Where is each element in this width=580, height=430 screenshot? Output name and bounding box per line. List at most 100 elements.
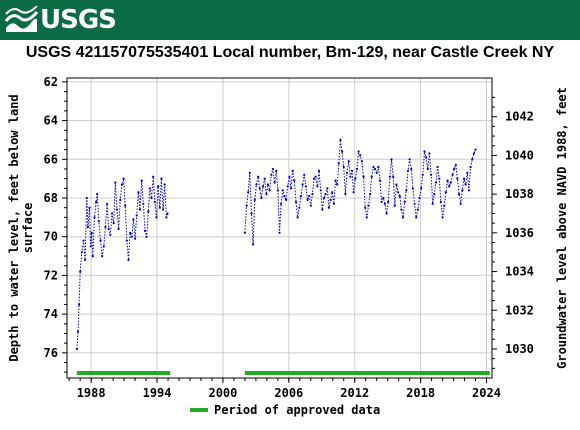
data-point	[132, 218, 135, 221]
data-point	[388, 175, 391, 178]
data-point	[311, 193, 314, 196]
plot-frame	[66, 77, 493, 379]
data-point	[451, 173, 454, 176]
data-point	[341, 150, 344, 153]
x-tick-label: 2000	[208, 386, 237, 400]
data-point	[354, 177, 357, 180]
data-point	[280, 202, 283, 205]
data-point	[278, 231, 281, 234]
data-point	[158, 206, 161, 209]
data-point	[436, 165, 439, 169]
data-point	[456, 177, 459, 180]
data-point	[271, 167, 274, 171]
data-point	[324, 193, 327, 196]
data-point	[258, 187, 261, 190]
data-point	[248, 171, 251, 174]
data-point	[299, 195, 302, 198]
usgs-wave-icon	[4, 6, 38, 32]
data-point	[357, 150, 360, 153]
y-right-tick-label: 1030	[505, 342, 534, 356]
data-point	[373, 167, 377, 171]
data-point	[257, 175, 260, 178]
y-right-tick-label: 1040	[505, 148, 534, 162]
data-point	[446, 179, 449, 182]
y-right-tick-label: 1036	[505, 226, 534, 240]
data-point	[410, 167, 413, 171]
data-point	[85, 196, 88, 200]
data-point	[261, 185, 265, 188]
data-point	[375, 171, 378, 174]
data-point	[294, 200, 298, 203]
data-point	[467, 189, 470, 192]
data-point	[309, 204, 312, 207]
data-point	[416, 208, 419, 211]
data-point	[418, 196, 421, 200]
data-point	[392, 175, 395, 178]
data-point	[439, 200, 442, 203]
data-point	[124, 204, 127, 207]
data-point	[390, 158, 393, 161]
data-point	[165, 216, 168, 219]
data-point	[317, 169, 321, 172]
data-point	[382, 196, 385, 200]
data-point	[448, 185, 451, 188]
data-point	[369, 193, 372, 196]
data-point	[362, 175, 365, 178]
data-point	[97, 220, 100, 223]
y-right-tick-label: 1042	[505, 110, 534, 124]
data-point	[296, 216, 299, 219]
data-point	[334, 179, 337, 182]
data-point	[360, 160, 363, 163]
data-point	[162, 208, 165, 211]
data-point	[380, 200, 383, 203]
data-point	[75, 347, 78, 351]
plot-area	[67, 78, 492, 378]
data-point	[266, 183, 270, 186]
y-axis-left-label: Depth to water level, feet below landsur…	[7, 94, 35, 361]
data-point	[120, 183, 123, 186]
data-point	[472, 152, 475, 155]
data-point	[95, 200, 98, 203]
data-point	[425, 156, 428, 159]
data-point	[339, 138, 342, 141]
data-point	[459, 202, 462, 205]
data-point	[474, 148, 477, 151]
data-point	[157, 185, 160, 188]
data-point	[112, 222, 115, 225]
usgs-logo-text: USGS	[40, 5, 117, 35]
data-point	[304, 185, 307, 188]
data-point	[415, 216, 418, 219]
data-point	[147, 210, 150, 213]
data-point	[352, 191, 355, 194]
data-point	[461, 189, 464, 192]
data-point	[245, 204, 248, 207]
data-point	[273, 181, 276, 184]
data-point	[88, 206, 91, 209]
data-point	[243, 231, 246, 234]
data-point	[117, 227, 120, 231]
data-point	[90, 231, 93, 234]
y-left-tick-label: 64	[44, 114, 58, 128]
x-tick-label: 1994	[143, 386, 172, 400]
data-point	[79, 270, 82, 273]
data-point	[114, 181, 117, 184]
y-right-tick-label: 1034	[505, 265, 534, 279]
data-point	[438, 177, 441, 180]
data-point	[367, 204, 370, 207]
data-point	[76, 330, 80, 333]
data-point	[99, 239, 102, 242]
data-point	[370, 175, 373, 178]
data-point	[408, 158, 411, 161]
y-left-tick-label: 72	[44, 268, 58, 282]
data-point	[405, 189, 408, 192]
data-point	[150, 196, 153, 200]
data-point	[285, 198, 288, 201]
data-point	[336, 183, 339, 186]
data-point	[268, 189, 271, 192]
data-point	[166, 212, 169, 215]
data-point	[314, 175, 317, 178]
data-point	[420, 187, 423, 190]
data-point	[291, 169, 294, 172]
